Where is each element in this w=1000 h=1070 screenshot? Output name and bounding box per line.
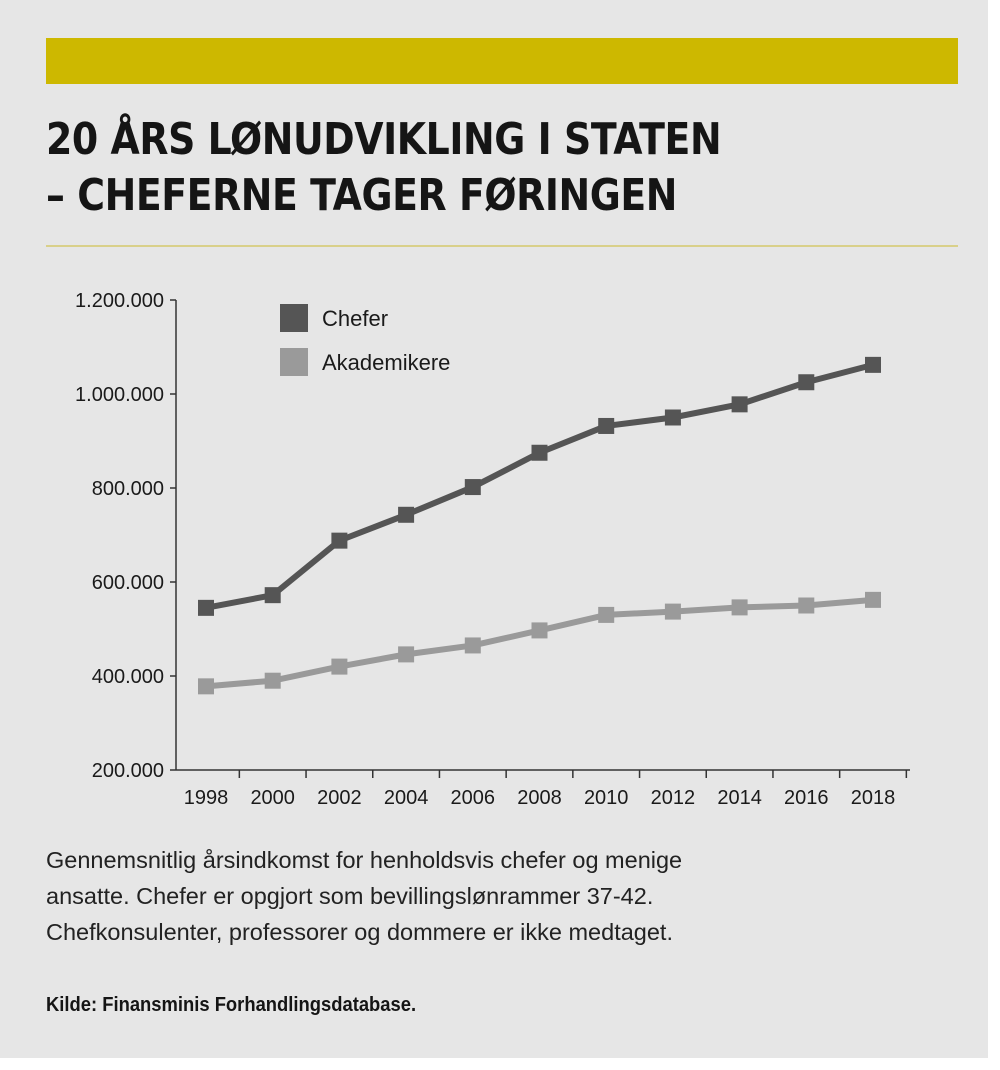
caption-line-3: Chefkonsulenter, professorer og dommere … <box>46 919 673 945</box>
title-divider <box>46 245 958 247</box>
x-tick-label: 2002 <box>317 787 362 809</box>
data-point-akademikere <box>865 591 881 608</box>
x-tick-label: 2012 <box>651 787 696 809</box>
data-point-chefer <box>264 587 281 604</box>
data-point-chefer <box>731 396 748 413</box>
caption-line-2: ansatte. Chefer er opgjort som bevilling… <box>46 883 654 909</box>
y-tick-label: 1.000.000 <box>75 384 164 406</box>
x-tick-label: 2000 <box>250 787 295 809</box>
data-point-chefer <box>331 532 348 549</box>
data-point-chefer <box>198 599 214 616</box>
x-tick-label: 1998 <box>184 787 229 809</box>
series-line-chefer <box>205 361 874 611</box>
data-point-chefer <box>798 374 815 391</box>
data-point-chefer <box>464 479 481 496</box>
series-line-akademikere <box>205 596 874 690</box>
data-point-chefer <box>865 356 881 373</box>
data-point-akademikere <box>664 603 681 620</box>
chart-axes: 200.000 400.000 600.000 800.000 1.000.000 1.2… <box>75 290 910 809</box>
data-point-akademikere <box>398 646 415 663</box>
data-point-akademikere <box>798 597 815 614</box>
chart-title: 20 ÅRS LØNUDVIKLING I STATEN – CHEFERNE … <box>46 112 830 224</box>
y-tick-label: 1.200.000 <box>75 290 164 312</box>
x-tick-label: 2004 <box>384 787 429 809</box>
data-point-chefer <box>531 444 548 461</box>
title-line-2: – CHEFERNE TAGER FØRINGEN <box>46 170 678 221</box>
data-point-chefer <box>598 417 615 434</box>
x-tick-label: 2010 <box>584 787 629 809</box>
y-tick-label: 600.000 <box>92 572 164 594</box>
y-tick-label: 200.000 <box>92 760 164 782</box>
data-point-akademikere <box>531 622 548 639</box>
legend-swatch-chefer <box>280 304 308 332</box>
line-chart: 200.000 400.000 600.000 800.000 1.000.000 1.2… <box>75 290 910 809</box>
data-point-akademikere <box>598 606 615 623</box>
caption-line-1: Gennemsnitlig årsindkomst for henholdsvi… <box>46 847 683 873</box>
chart-legend: Chefer Akademikere <box>280 304 450 376</box>
data-point-akademikere <box>198 678 214 695</box>
x-tick-label: 2016 <box>784 787 829 809</box>
accent-band <box>46 38 958 84</box>
legend-label-akademikere: Akademikere <box>322 350 450 375</box>
legend-label-chefer: Chefer <box>322 306 388 331</box>
legend-swatch-akademikere <box>280 348 308 376</box>
x-tick-label: 2008 <box>517 787 562 809</box>
data-point-akademikere <box>264 672 281 689</box>
data-point-akademikere <box>731 599 748 616</box>
source-note: Kilde: Finansminis Forhandlingsdatabase. <box>46 994 417 1016</box>
data-point-chefer <box>664 409 681 426</box>
data-point-chefer <box>398 506 415 523</box>
data-point-akademikere <box>331 658 348 675</box>
data-point-akademikere <box>464 637 481 654</box>
infographic-panel: 20 ÅRS LØNUDVIKLING I STATEN – CHEFERNE … <box>0 0 988 1058</box>
y-tick-label: 800.000 <box>92 478 164 500</box>
chart-caption: Gennemsnitlig årsindkomst for henholdsvi… <box>46 842 946 950</box>
chart-series <box>198 356 881 695</box>
y-tick-label: 400.000 <box>92 666 164 688</box>
x-tick-label: 2018 <box>851 787 896 809</box>
x-tick-label: 2006 <box>451 787 496 809</box>
title-line-1: 20 ÅRS LØNUDVIKLING I STATEN <box>46 114 722 165</box>
x-tick-label: 2014 <box>717 787 762 809</box>
